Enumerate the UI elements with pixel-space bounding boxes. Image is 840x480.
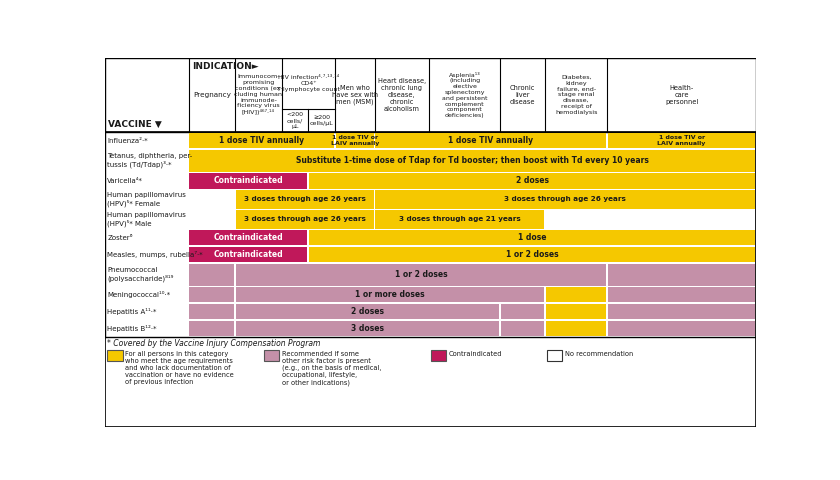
Bar — [501, 321, 544, 336]
Bar — [309, 247, 755, 263]
Bar — [105, 58, 756, 132]
Text: 1 dose TIV annually: 1 dose TIV annually — [219, 136, 305, 145]
Text: INDICATION►: INDICATION► — [192, 62, 259, 71]
Bar — [190, 133, 334, 148]
Text: Human papillomavirus
(HPV)⁵* Male: Human papillomavirus (HPV)⁵* Male — [108, 212, 186, 227]
Text: 2 doses: 2 doses — [351, 307, 384, 316]
Bar — [336, 133, 374, 148]
Text: Pregnancy: Pregnancy — [193, 92, 231, 98]
Text: ≥200
cells/μL: ≥200 cells/μL — [310, 115, 333, 126]
Bar — [108, 350, 123, 361]
Text: Human papillomavirus
(HPV)⁵* Female: Human papillomavirus (HPV)⁵* Female — [108, 192, 186, 206]
Text: <200
cells/
μL: <200 cells/ μL — [286, 112, 303, 129]
Text: Contraindicated: Contraindicated — [213, 176, 283, 185]
Text: Meningococcal¹⁰·*: Meningococcal¹⁰·* — [108, 291, 171, 298]
Text: Immunocom-
promising
conditions (ex-
cluding human
immunode-
ficiency virus
[HIV: Immunocom- promising conditions (ex- clu… — [234, 74, 282, 116]
Bar — [608, 133, 755, 148]
Text: Tetanus, diphtheria, per-
tussis (Td/Tdap)³·*: Tetanus, diphtheria, per- tussis (Td/Tda… — [108, 154, 192, 168]
Text: Zoster⁶: Zoster⁶ — [108, 235, 133, 241]
Text: Influenza²·*: Influenza²·* — [108, 138, 148, 144]
Bar — [190, 321, 234, 336]
Bar — [375, 190, 755, 208]
Bar — [236, 210, 374, 228]
Text: Asplenia¹³
(including
elective
splenectomy
and persistent
complement
component
d: Asplenia¹³ (including elective splenecto… — [442, 72, 487, 118]
Text: Chronic
liver
disease: Chronic liver disease — [510, 85, 535, 105]
Bar — [264, 350, 280, 361]
Bar — [546, 321, 606, 336]
Bar — [608, 321, 755, 336]
Text: 3 doses: 3 doses — [351, 324, 384, 333]
Bar — [309, 173, 755, 189]
Text: 1 or 2 doses: 1 or 2 doses — [395, 270, 448, 279]
Bar — [236, 190, 374, 208]
Text: 1 dose TIV annually: 1 dose TIV annually — [449, 136, 533, 145]
Text: 3 doses through age 26 years: 3 doses through age 26 years — [504, 196, 627, 202]
Text: Hepatitis B¹²·*: Hepatitis B¹²·* — [108, 325, 157, 332]
Text: Recommended if some
other risk factor is present
(e.g., on the basis of medical,: Recommended if some other risk factor is… — [281, 351, 381, 386]
Bar — [547, 350, 562, 361]
Text: 1 or 2 doses: 1 or 2 doses — [506, 250, 559, 259]
Text: For all persons in this category
who meet the age requirements
and who lack docu: For all persons in this category who mee… — [125, 351, 234, 385]
Bar — [375, 133, 606, 148]
Text: Contraindicated: Contraindicated — [449, 351, 501, 357]
Text: 1 dose TIV or
LAIV annually: 1 dose TIV or LAIV annually — [331, 135, 379, 146]
Text: 3 doses through age 21 years: 3 doses through age 21 years — [399, 216, 521, 222]
Text: 3 doses through age 26 years: 3 doses through age 26 years — [244, 216, 366, 222]
Text: Health-
care
personnel: Health- care personnel — [665, 85, 698, 105]
Text: Contraindicated: Contraindicated — [213, 250, 283, 259]
Text: Varicella⁴*: Varicella⁴* — [108, 178, 143, 184]
Bar — [190, 150, 755, 171]
Bar — [608, 304, 755, 319]
Text: Diabetes,
kidney
failure, end-
stage renal
disease,
receipt of
hemodialysis: Diabetes, kidney failure, end- stage ren… — [555, 75, 597, 115]
Text: Measles, mumps, rubella⁷·*: Measles, mumps, rubella⁷·* — [108, 251, 203, 258]
Bar — [608, 287, 755, 302]
Bar — [190, 304, 234, 319]
Bar — [236, 287, 544, 302]
Bar — [431, 350, 446, 361]
Text: Hepatitis A¹¹·*: Hepatitis A¹¹·* — [108, 308, 157, 315]
Bar — [546, 287, 606, 302]
Text: 2 doses: 2 doses — [516, 176, 549, 185]
Text: 3 doses through age 26 years: 3 doses through age 26 years — [244, 196, 366, 202]
Bar — [501, 304, 544, 319]
Text: HIV infection⁴·⁷·¹³·¹⁴
CD4⁺
T lymphocyte count: HIV infection⁴·⁷·¹³·¹⁴ CD4⁺ T lymphocyte… — [277, 75, 340, 92]
Text: VACCINE ▼: VACCINE ▼ — [108, 120, 162, 129]
Bar — [190, 287, 234, 302]
Text: Substitute 1-time dose of Tdap for Td booster; then boost with Td every 10 years: Substitute 1-time dose of Tdap for Td bo… — [296, 156, 648, 165]
Text: No recommendation: No recommendation — [564, 351, 633, 357]
Bar — [375, 210, 544, 228]
Bar — [236, 321, 500, 336]
Text: 1 dose TIV or
LAIV annually: 1 dose TIV or LAIV annually — [658, 135, 706, 146]
Text: 1 dose: 1 dose — [517, 233, 546, 242]
Text: Pneumococcal
(polysaccharide)⁸¹⁹: Pneumococcal (polysaccharide)⁸¹⁹ — [108, 267, 174, 282]
Text: 1 or more doses: 1 or more doses — [355, 290, 425, 299]
Text: Heart disease,
chronic lung
disease,
chronic
alcoholism: Heart disease, chronic lung disease, chr… — [378, 78, 426, 112]
Bar — [546, 304, 606, 319]
Bar — [190, 173, 307, 189]
Bar — [236, 264, 606, 286]
Text: Men who
have sex with
men (MSM): Men who have sex with men (MSM) — [332, 84, 378, 105]
Bar — [608, 264, 755, 286]
Bar — [236, 304, 500, 319]
Bar — [190, 247, 307, 263]
Bar — [190, 230, 307, 245]
Bar — [309, 230, 755, 245]
Text: * Covered by the Vaccine Injury Compensation Program: * Covered by the Vaccine Injury Compensa… — [108, 339, 321, 348]
Text: Contraindicated: Contraindicated — [213, 233, 283, 242]
Bar — [190, 264, 234, 286]
